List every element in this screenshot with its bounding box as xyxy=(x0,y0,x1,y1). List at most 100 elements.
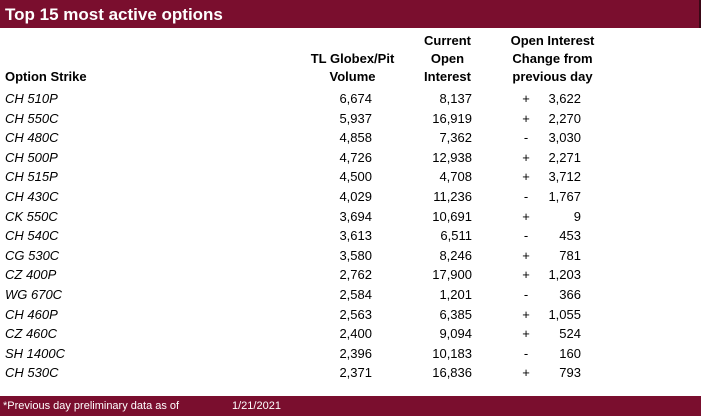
open-interest-cell: 10,183 xyxy=(432,345,472,361)
header-volume-line1: TL Globex/Pit xyxy=(310,51,395,66)
change-cell: 2,271 xyxy=(548,149,581,165)
volume-cell: 2,762 xyxy=(339,267,372,283)
open-interest-cell: 12,938 xyxy=(432,149,472,165)
table-row: WG 670C 2,584 1,201 - 366 xyxy=(0,285,701,305)
open-interest-cell: 1,201 xyxy=(439,286,472,302)
change-sign-cell: - xyxy=(523,130,529,146)
table-row: CH 550C 5,937 16,919 + 2,270 xyxy=(0,109,701,129)
change-cell: 1,203 xyxy=(548,267,581,283)
option-strike-cell: CZ 460C xyxy=(5,326,58,342)
header-open-interest: Current Open Interest xyxy=(410,32,485,86)
change-cell: 160 xyxy=(559,345,581,361)
volume-cell: 4,858 xyxy=(339,130,372,146)
options-table-body: CH 510P 6,674 8,137 + 3,622 CH 550C 5,93… xyxy=(0,89,701,383)
change-cell: 793 xyxy=(559,365,581,381)
change-cell: 2,270 xyxy=(548,110,581,126)
header-oi-line1: Current xyxy=(424,33,471,48)
change-cell: 3,030 xyxy=(548,130,581,146)
change-sign-cell: - xyxy=(523,286,529,302)
volume-cell: 3,694 xyxy=(339,208,372,224)
change-cell: 3,622 xyxy=(548,91,581,106)
volume-cell: 5,937 xyxy=(339,110,372,126)
table-row: CK 550C 3,694 10,691 + 9 xyxy=(0,207,701,227)
header-chg-line1: Open Interest xyxy=(510,33,595,48)
change-cell: 1,767 xyxy=(548,188,581,204)
option-strike-cell: CH 510P xyxy=(5,91,58,106)
change-sign-cell: - xyxy=(523,345,529,361)
change-cell: 9 xyxy=(573,208,581,224)
change-cell: 1,055 xyxy=(548,306,581,322)
table-row: CH 500P 4,726 12,938 + 2,271 xyxy=(0,148,701,168)
change-sign-cell: + xyxy=(522,110,530,126)
change-sign-cell: + xyxy=(522,149,530,165)
table-row: CG 530C 3,580 8,246 + 781 xyxy=(0,246,701,266)
header-volume-line2: Volume xyxy=(329,69,376,84)
option-strike-cell: CH 515P xyxy=(5,169,58,185)
open-interest-cell: 6,511 xyxy=(440,228,472,244)
open-interest-cell: 16,919 xyxy=(432,110,472,126)
change-sign-cell: - xyxy=(523,228,529,244)
volume-cell: 2,563 xyxy=(339,306,372,322)
header-oi-line2: Open xyxy=(430,51,465,66)
volume-cell: 2,400 xyxy=(339,326,372,342)
change-sign-cell: + xyxy=(522,247,530,263)
header-chg-line3: previous day xyxy=(512,69,593,84)
change-sign-cell: - xyxy=(523,188,529,204)
option-strike-cell: CH 500P xyxy=(5,149,58,165)
volume-cell: 3,613 xyxy=(339,228,372,244)
header-oi-change: Open Interest Change from previous day xyxy=(490,32,615,86)
open-interest-cell: 9,094 xyxy=(439,326,472,342)
change-sign-cell: + xyxy=(522,267,530,283)
footer-date: 1/21/2021 xyxy=(232,400,281,412)
header-oi-line3: Interest xyxy=(424,69,471,84)
option-strike-cell: CH 540C xyxy=(5,228,59,244)
option-strike-cell: WG 670C xyxy=(5,286,63,302)
option-strike-cell: CZ 400P xyxy=(5,267,57,283)
option-strike-cell: CG 530C xyxy=(5,247,60,263)
table-row: SH 1400C 2,396 10,183 - 160 xyxy=(0,344,701,364)
option-strike-cell: CH 530C xyxy=(5,365,59,381)
volume-cell: 3,580 xyxy=(339,247,372,263)
change-sign-cell: + xyxy=(522,306,530,322)
table-row: CZ 400P 2,762 17,900 + 1,203 xyxy=(0,265,701,285)
volume-cell: 2,371 xyxy=(339,365,372,381)
volume-cell: 4,029 xyxy=(339,188,372,204)
table-row: CH 515P 4,500 4,708 + 3,712 xyxy=(0,167,701,187)
change-sign-cell: + xyxy=(522,169,530,185)
open-interest-cell: 10,691 xyxy=(432,208,472,224)
change-sign-cell: + xyxy=(522,326,530,342)
volume-cell: 4,726 xyxy=(339,149,372,165)
change-sign-cell: + xyxy=(522,208,530,224)
table-row: CH 540C 3,613 6,511 - 453 xyxy=(0,226,701,246)
option-strike-cell: CH 460P xyxy=(5,306,58,322)
header-volume: TL Globex/Pit Volume xyxy=(300,50,405,86)
volume-cell: 2,396 xyxy=(339,345,372,361)
volume-cell: 6,674 xyxy=(339,91,372,106)
table-row: CH 430C 4,029 11,236 - 1,767 xyxy=(0,187,701,207)
open-interest-cell: 16,836 xyxy=(432,365,472,381)
change-cell: 453 xyxy=(559,228,581,244)
table-row: CH 480C 4,858 7,362 - 3,030 xyxy=(0,128,701,148)
open-interest-cell: 11,236 xyxy=(433,188,472,204)
option-strike-cell: CK 550C xyxy=(5,208,58,224)
volume-cell: 4,500 xyxy=(339,169,372,185)
change-cell: 781 xyxy=(559,247,581,263)
change-sign-cell: + xyxy=(522,365,530,381)
open-interest-cell: 8,246 xyxy=(439,247,472,263)
option-strike-cell: SH 1400C xyxy=(5,345,65,361)
open-interest-cell: 17,900 xyxy=(432,267,472,283)
table-title: Top 15 most active options xyxy=(0,0,701,28)
open-interest-cell: 8,137 xyxy=(439,91,472,106)
option-strike-cell: CH 430C xyxy=(5,188,59,204)
header-chg-line2: Change from xyxy=(512,51,593,66)
table-row: CH 510P 6,674 8,137 + 3,622 xyxy=(0,89,701,109)
footer-bar: *Previous day preliminary data as of 1/2… xyxy=(0,396,701,416)
change-cell: 524 xyxy=(559,326,581,342)
option-strike-cell: CH 550C xyxy=(5,110,59,126)
footer-note: *Previous day preliminary data as of xyxy=(3,400,180,412)
volume-cell: 2,584 xyxy=(339,286,372,302)
table-row: CH 530C 2,371 16,836 + 793 xyxy=(0,363,701,383)
change-cell: 366 xyxy=(559,286,581,302)
open-interest-cell: 7,362 xyxy=(439,130,472,146)
table-row: CZ 460C 2,400 9,094 + 524 xyxy=(0,324,701,344)
